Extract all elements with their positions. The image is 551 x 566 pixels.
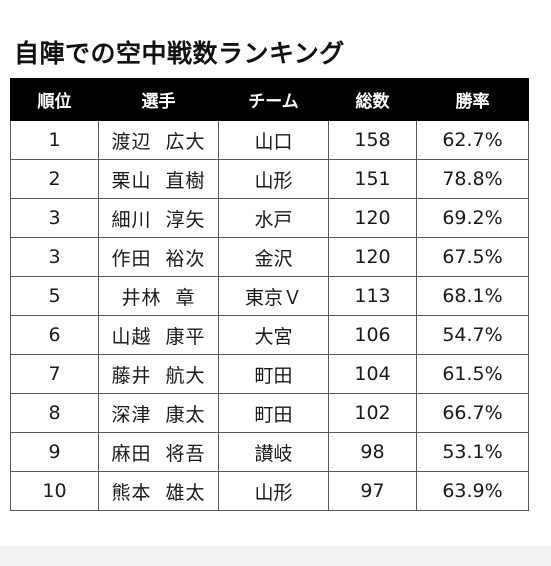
rank-cell: 1 <box>10 120 99 160</box>
table-row: 7 藤井 航大 町田 104 61.5% <box>10 354 529 394</box>
player-surname: 麻田 <box>111 442 152 465</box>
table-row: 6 山越 康平 大宮 106 54.7% <box>10 315 529 355</box>
header-total: 総数 <box>328 78 417 121</box>
team-cell: 東京Ｖ <box>218 276 329 316</box>
win-rate-cell: 63.9% <box>416 471 529 511</box>
rank-cell: 3 <box>10 198 99 238</box>
win-rate-cell: 61.5% <box>416 354 529 394</box>
table-row: 9 麻田 将吾 讃岐 98 53.1% <box>10 432 529 472</box>
win-rate-cell: 54.7% <box>416 315 529 355</box>
header-team: チーム <box>218 78 329 121</box>
team-cell: 町田 <box>218 393 329 433</box>
team-cell: 山形 <box>218 159 329 199</box>
total-cell: 158 <box>328 120 417 160</box>
rank-cell: 9 <box>10 432 99 472</box>
table-row: 10 熊本 雄太 山形 97 63.9% <box>10 471 529 511</box>
table-row: 5 井林章 東京Ｖ 113 68.1% <box>10 276 529 316</box>
table-row: 3 細川 淳矢 水戸 120 69.2% <box>10 198 529 238</box>
rank-cell: 10 <box>10 471 99 511</box>
player-given-name: 直樹 <box>165 169 206 192</box>
player-cell: 熊本 雄太 <box>98 471 219 511</box>
player-given-name: 康太 <box>165 403 206 426</box>
rank-cell: 2 <box>10 159 99 199</box>
total-cell: 104 <box>328 354 417 394</box>
player-surname: 細川 <box>111 208 152 231</box>
player-cell: 井林章 <box>98 276 219 316</box>
rank-cell: 8 <box>10 393 99 433</box>
player-given-name: 淳矢 <box>165 208 206 231</box>
win-rate-cell: 78.8% <box>416 159 529 199</box>
player-surname: 渡辺 <box>111 130 152 153</box>
player-given-name: 雄太 <box>165 481 206 504</box>
player-given-name: 将吾 <box>165 442 206 465</box>
player-cell: 栗山 直樹 <box>98 159 219 199</box>
team-cell: 山形 <box>218 471 329 511</box>
player-cell: 作田 裕次 <box>98 237 219 277</box>
rank-cell: 6 <box>10 315 99 355</box>
table-row: 1 渡辺 広大 山口 158 62.7% <box>10 120 529 160</box>
player-cell: 山越 康平 <box>98 315 219 355</box>
rank-cell: 3 <box>10 237 99 277</box>
bottom-strip <box>0 546 551 566</box>
total-cell: 97 <box>328 471 417 511</box>
player-surname: 栗山 <box>111 169 152 192</box>
player-cell: 深津 康太 <box>98 393 219 433</box>
win-rate-cell: 53.1% <box>416 432 529 472</box>
player-surname: 熊本 <box>111 481 152 504</box>
ranking-table: 順位 選手 チーム 総数 勝率 1 渡辺 広大 山口 158 62.7% 2 栗山… <box>10 78 529 511</box>
total-cell: 151 <box>328 159 417 199</box>
team-cell: 金沢 <box>218 237 329 277</box>
player-given-name: 航大 <box>165 364 206 387</box>
page-title: 自陣での空中戦数ランキング <box>14 39 345 68</box>
team-cell: 町田 <box>218 354 329 394</box>
player-given-name: 裕次 <box>165 247 206 270</box>
win-rate-cell: 62.7% <box>416 120 529 160</box>
team-cell: 讃岐 <box>218 432 329 472</box>
rank-cell: 7 <box>10 354 99 394</box>
player-given-name: 章 <box>175 286 196 309</box>
player-cell: 細川 淳矢 <box>98 198 219 238</box>
player-cell: 麻田 将吾 <box>98 432 219 472</box>
player-surname: 井林 <box>121 286 162 309</box>
total-cell: 120 <box>328 198 417 238</box>
player-surname: 作田 <box>111 247 152 270</box>
table-header-row: 順位 選手 チーム 総数 勝率 <box>10 78 529 121</box>
player-surname: 山越 <box>111 325 152 348</box>
player-given-name: 広大 <box>165 130 206 153</box>
total-cell: 106 <box>328 315 417 355</box>
header-win-rate: 勝率 <box>416 78 529 121</box>
table-row: 8 深津 康太 町田 102 66.7% <box>10 393 529 433</box>
header-player: 選手 <box>98 78 219 121</box>
win-rate-cell: 69.2% <box>416 198 529 238</box>
total-cell: 120 <box>328 237 417 277</box>
win-rate-cell: 68.1% <box>416 276 529 316</box>
player-cell: 渡辺 広大 <box>98 120 219 160</box>
total-cell: 113 <box>328 276 417 316</box>
player-surname: 藤井 <box>111 364 152 387</box>
team-cell: 大宮 <box>218 315 329 355</box>
win-rate-cell: 67.5% <box>416 237 529 277</box>
player-given-name: 康平 <box>165 325 206 348</box>
player-cell: 藤井 航大 <box>98 354 219 394</box>
table-row: 2 栗山 直樹 山形 151 78.8% <box>10 159 529 199</box>
total-cell: 98 <box>328 432 417 472</box>
player-surname: 深津 <box>111 403 152 426</box>
team-cell: 水戸 <box>218 198 329 238</box>
rank-cell: 5 <box>10 276 99 316</box>
header-rank: 順位 <box>10 78 99 121</box>
win-rate-cell: 66.7% <box>416 393 529 433</box>
team-cell: 山口 <box>218 120 329 160</box>
table-row: 3 作田 裕次 金沢 120 67.5% <box>10 237 529 277</box>
total-cell: 102 <box>328 393 417 433</box>
